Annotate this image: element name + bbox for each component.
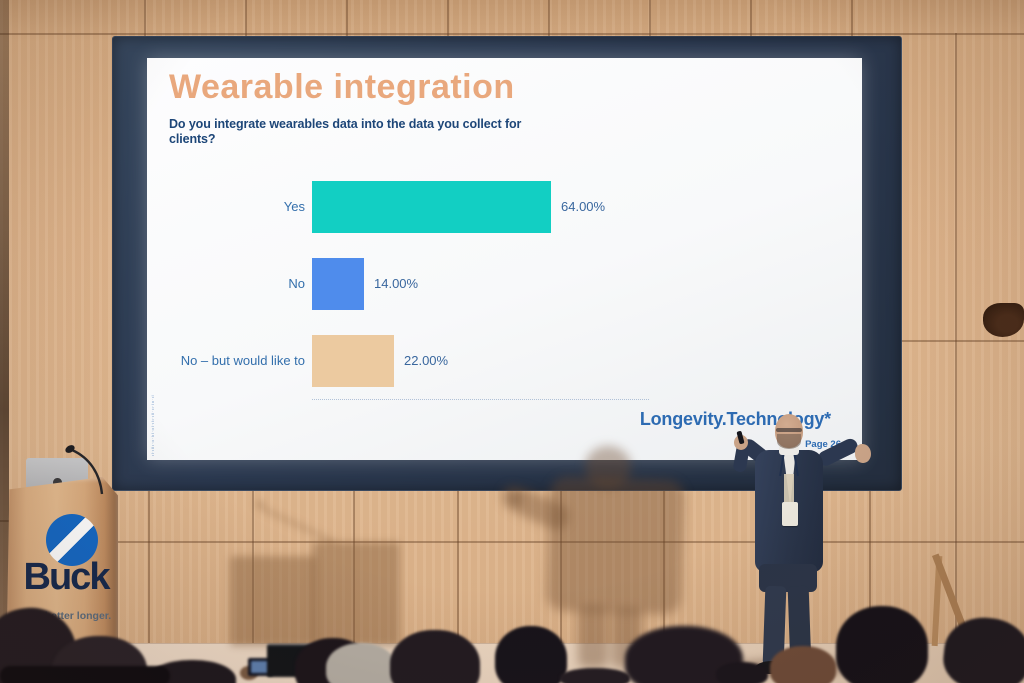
- panel-seam: [353, 491, 355, 645]
- category-label: Yes: [283, 199, 305, 214]
- panel-seam: [902, 340, 1024, 342]
- value-label: 22.00%: [404, 353, 449, 368]
- buck-brand-name: Buck: [23, 556, 111, 598]
- panel-seam: [252, 491, 254, 645]
- audience-shoulder: [560, 668, 630, 683]
- left-wall-edge: [0, 0, 9, 683]
- buck-logo-icon: [46, 514, 98, 566]
- speaker-glasses: [776, 428, 802, 432]
- audience-head: [716, 662, 768, 683]
- audience-head: [148, 660, 236, 683]
- speaker: [731, 408, 881, 680]
- audience-row-blur: [0, 666, 170, 683]
- audience-head: [495, 626, 567, 683]
- chart-row: No – but would like to 22.00%: [147, 335, 862, 387]
- audience-head: [940, 613, 1024, 683]
- chart-row: Yes 64.00%: [147, 181, 862, 233]
- chart-row: No 14.00%: [147, 258, 862, 310]
- presentation-slide: Wearable integration Do you integrate we…: [147, 58, 862, 460]
- wall-sconce-light: [983, 303, 1024, 337]
- conference-badge: [782, 502, 798, 526]
- category-label: No: [288, 276, 305, 291]
- panel-seam: [148, 491, 150, 645]
- panel-seam: [144, 0, 146, 36]
- value-label: 64.00%: [561, 199, 606, 214]
- bar-chart: Yes 64.00% No 14.00% No – but would like to 2…: [147, 58, 862, 460]
- audience-head-gray-hair: [326, 643, 396, 683]
- bar: [312, 258, 364, 310]
- panel-seam: [0, 33, 1024, 35]
- panel-seam: [851, 0, 853, 36]
- panel-seam: [112, 541, 1024, 543]
- category-label: No – but would like to: [180, 353, 305, 368]
- podium-microphone: [65, 445, 104, 495]
- lanyard-ribbon: [784, 474, 794, 518]
- slide-question: Do you integrate wearables data into the…: [169, 117, 522, 146]
- panel-seam: [548, 0, 550, 36]
- chart-rows: Yes 64.00% No 14.00% No – but would like to 2…: [147, 58, 862, 460]
- value-label: 14.00%: [374, 276, 419, 291]
- panel-seam: [447, 0, 449, 36]
- panel-seam: [560, 491, 562, 645]
- smartphone: [248, 658, 273, 676]
- podium-shadow: [222, 498, 407, 650]
- bar: [312, 335, 394, 387]
- panel-seam: [750, 0, 752, 36]
- speaker-hand: [855, 444, 871, 463]
- speaker-beard: [777, 434, 801, 449]
- slide-page-number: Page 26: [805, 439, 841, 450]
- bar: [312, 181, 551, 233]
- chart-axis-line: [312, 399, 649, 400]
- speaker-collar: [779, 445, 799, 455]
- panel-seam: [457, 491, 459, 645]
- panel-seam: [663, 491, 665, 645]
- slide-title: Wearable integration: [169, 68, 515, 106]
- panel-seam: [869, 491, 871, 645]
- panel-seam: [245, 0, 247, 36]
- audience-head-bald: [770, 646, 836, 683]
- audience-head: [836, 606, 928, 683]
- panel-seam: [346, 0, 348, 36]
- audience-head: [390, 630, 480, 683]
- projection-screen: Wearable integration Do you integrate we…: [112, 36, 902, 491]
- panel-seam: [649, 0, 651, 36]
- panel-seam: [955, 33, 957, 645]
